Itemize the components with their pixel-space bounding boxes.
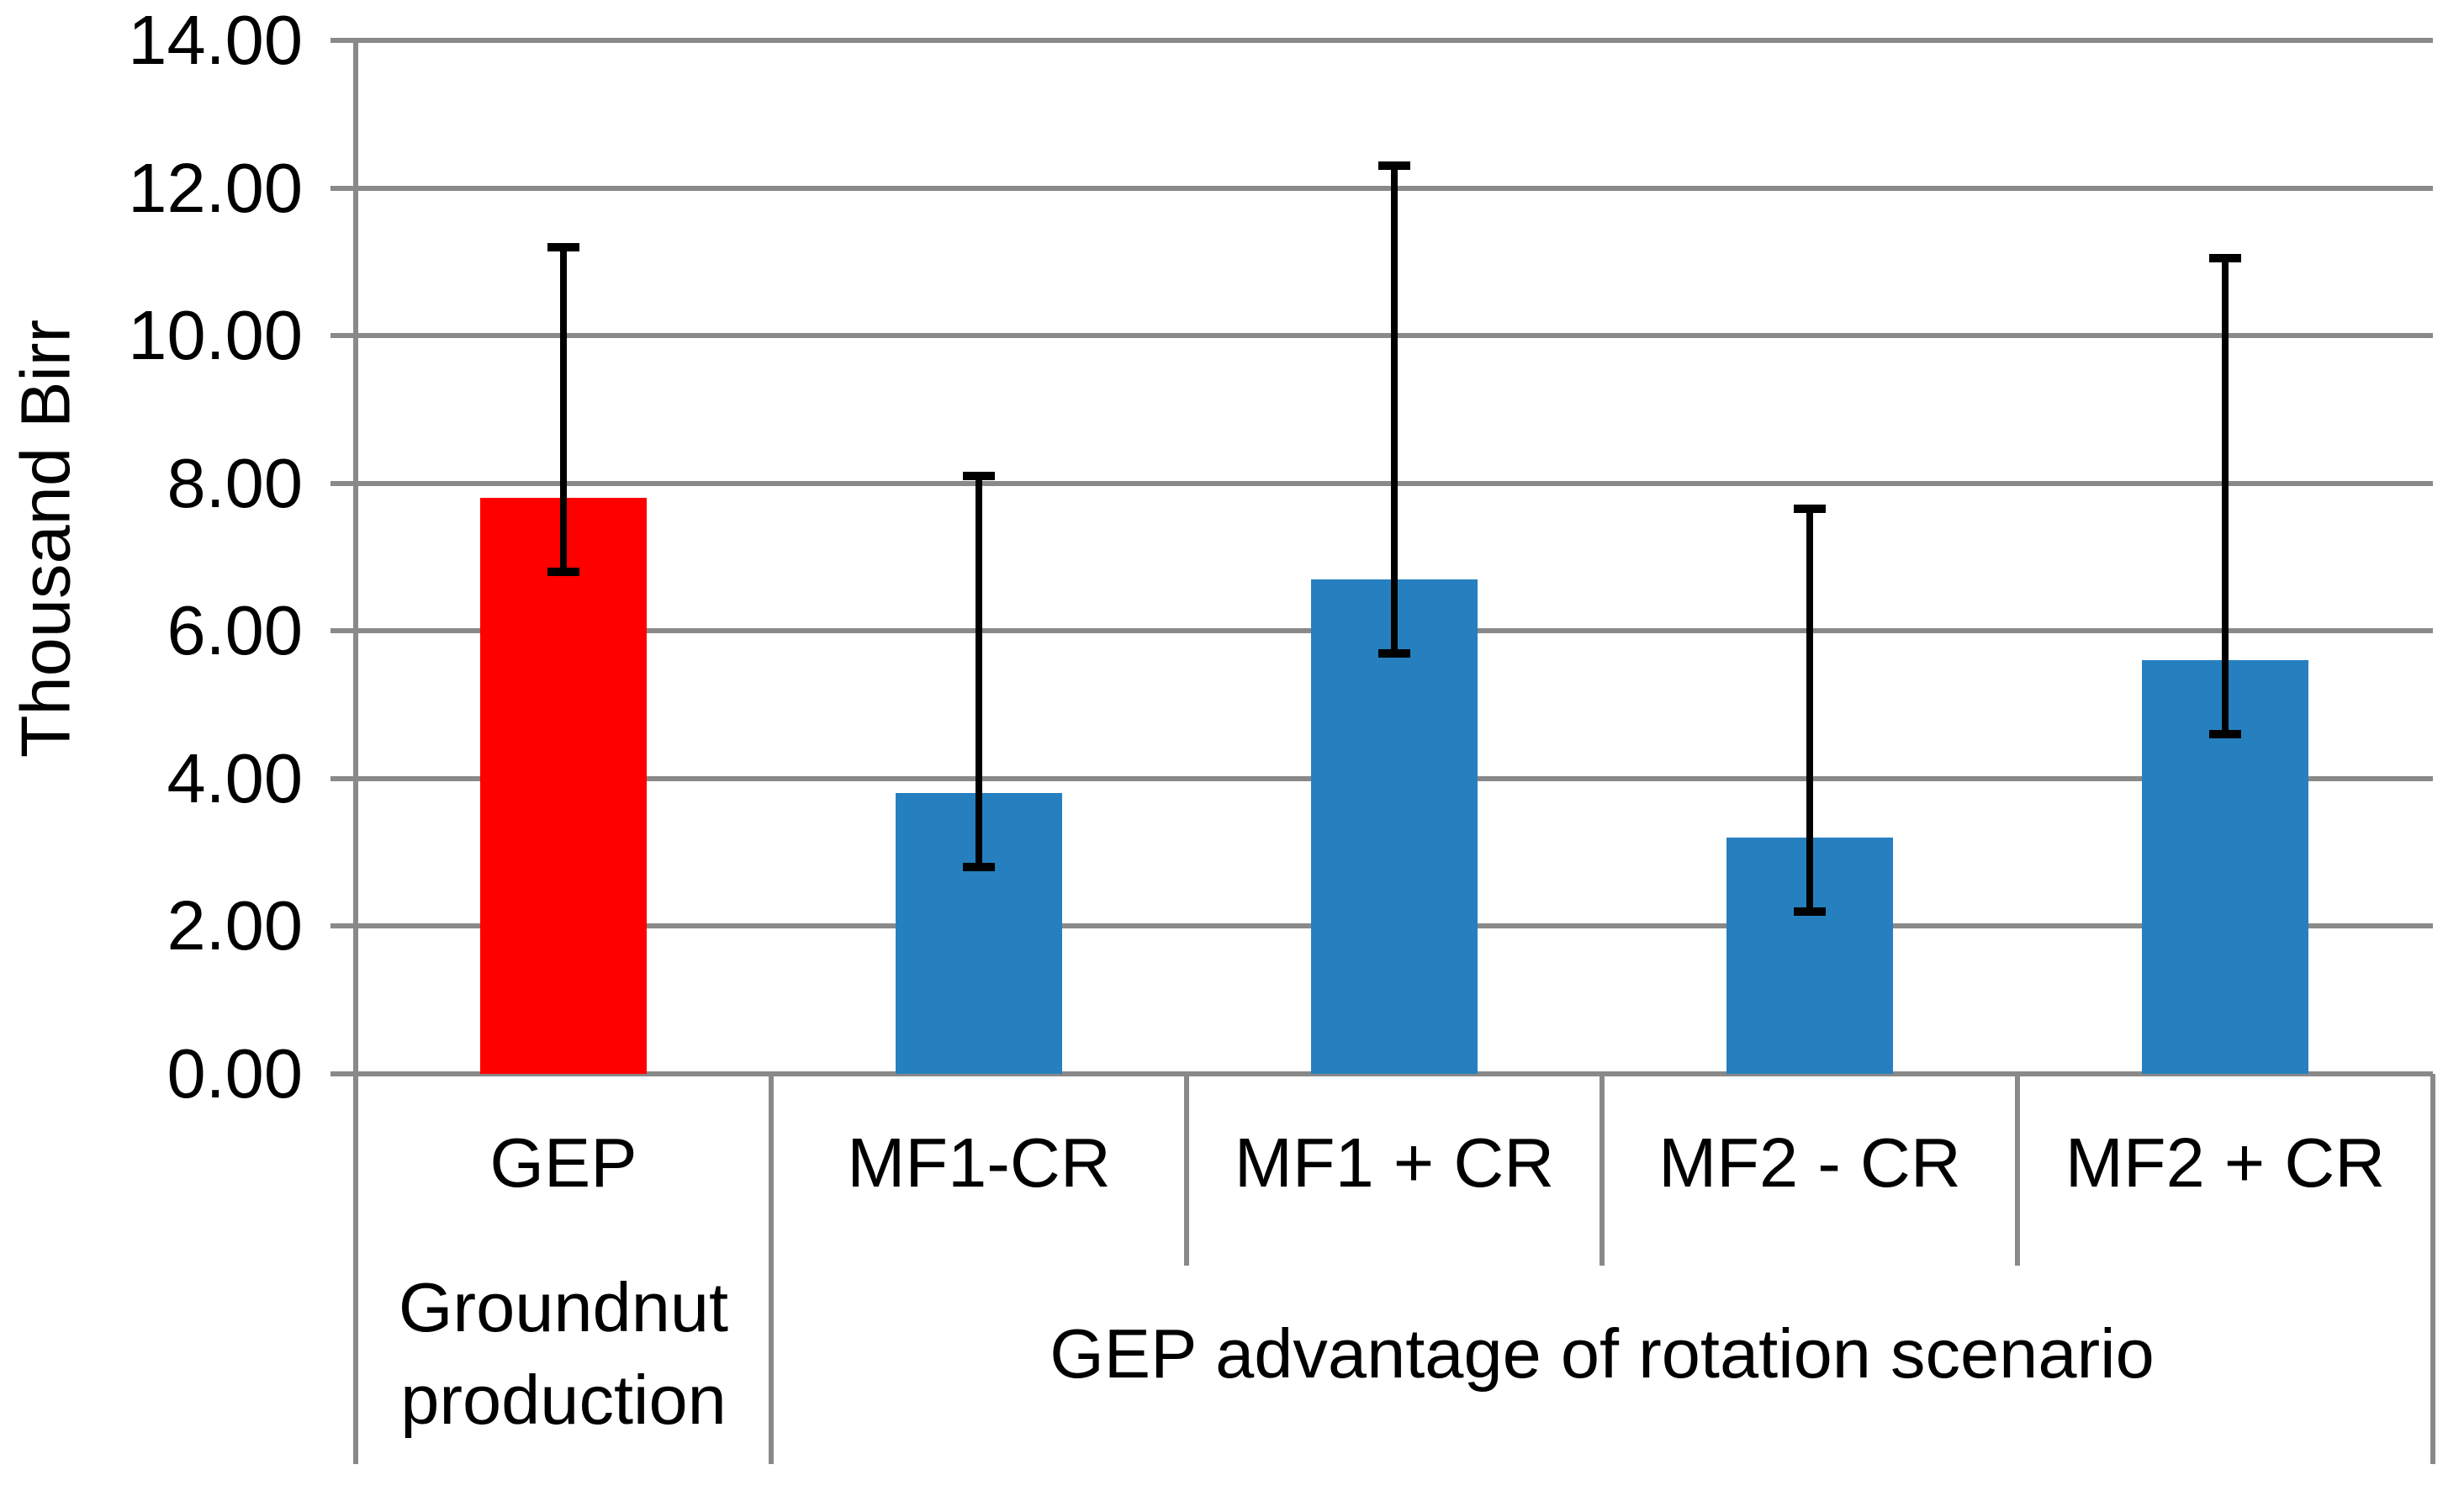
y-tick-label-0: 0.00 <box>167 1034 303 1113</box>
y-tick-label-12: 12.00 <box>128 148 303 227</box>
category-separator-1 <box>769 1074 774 1464</box>
category-label-mf2-cr: MF2 + CR <box>2065 1123 2386 1202</box>
error-bar-line-mf1-cr <box>1391 166 1398 653</box>
gridline-10 <box>330 333 2433 339</box>
error-bar-cap-top-mf2-cr <box>2209 253 2241 262</box>
y-axis-line <box>353 40 358 1464</box>
error-bar-cap-bottom-mf1-cr <box>963 863 995 872</box>
error-bar-cap-top-mf1-cr <box>1378 161 1410 171</box>
category-label-mf1-cr: MF1-CR <box>847 1123 1111 1202</box>
error-bar-cap-top-mf1-cr <box>963 471 995 480</box>
error-bar-cap-bottom-gep <box>547 568 579 577</box>
error-bar-line-gep <box>560 246 567 573</box>
category-separator-3 <box>1599 1074 1605 1266</box>
gridline-8 <box>330 480 2433 486</box>
gridline-12 <box>330 185 2433 191</box>
y-tick-label-4: 4.00 <box>167 738 303 817</box>
y-tick-label-8: 8.00 <box>167 443 303 522</box>
bar-mf1-cr <box>1311 579 1478 1074</box>
error-bar-line-mf2-cr <box>1806 509 1813 912</box>
error-bar-line-mf1-cr <box>976 475 982 868</box>
error-bar-cap-bottom-mf2-cr <box>1794 907 1826 916</box>
error-bar-cap-bottom-mf2-cr <box>2209 730 2241 739</box>
bar-gep <box>480 498 647 1074</box>
y-tick-label-2: 2.00 <box>167 886 303 965</box>
group-label-gep-advantage-of-rotation-scenario: GEP advantage of rotation scenario <box>1050 1314 2155 1393</box>
y-tick-label-10: 10.00 <box>128 296 303 375</box>
error-bar-cap-top-gep <box>547 242 579 251</box>
category-label-gep: GEP <box>489 1123 637 1202</box>
gridline-0 <box>330 1071 2433 1076</box>
category-separator-2 <box>1184 1074 1189 1266</box>
category-label-mf2-cr: MF2 - CR <box>1658 1123 1961 1202</box>
category-separator-5 <box>2430 1074 2435 1464</box>
category-separator-4 <box>2015 1074 2020 1266</box>
category-label-mf1-cr: MF1 + CR <box>1234 1123 1555 1202</box>
y-tick-label-6: 6.00 <box>167 591 303 670</box>
group-label-groundnut-production: Groundnut production <box>398 1268 729 1439</box>
error-bar-cap-bottom-mf1-cr <box>1378 648 1410 658</box>
gridline-14 <box>330 38 2433 43</box>
error-bar-line-mf2-cr <box>2222 257 2229 735</box>
y-tick-label-14: 14.00 <box>128 1 303 79</box>
error-bar-cap-top-mf2-cr <box>1794 505 1826 514</box>
